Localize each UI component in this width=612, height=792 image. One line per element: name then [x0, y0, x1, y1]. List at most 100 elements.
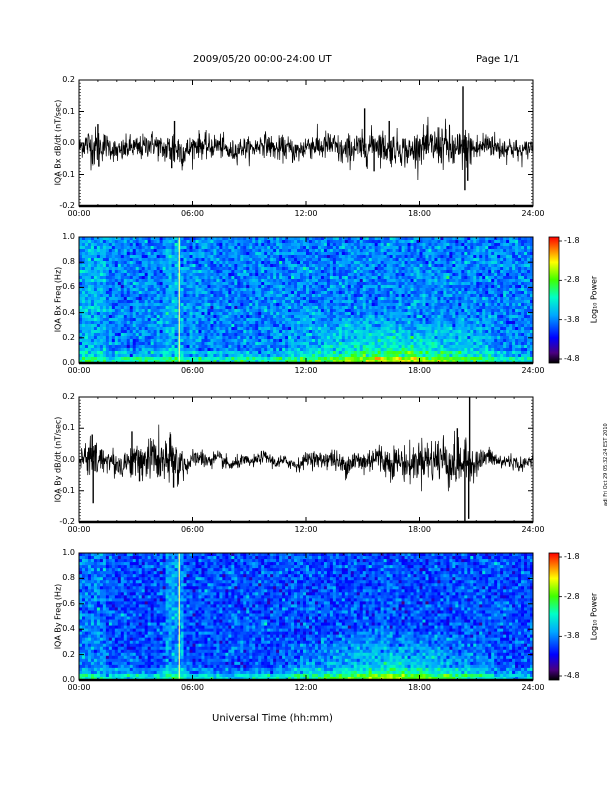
spectrogram-cell	[168, 285, 172, 289]
spectrogram-cell	[210, 342, 214, 346]
spectrogram-cell	[79, 288, 83, 292]
spectrogram-cell	[231, 309, 235, 313]
spectrogram-cell	[132, 342, 137, 346]
spectrogram-cell	[377, 273, 382, 277]
spectrogram-cell	[108, 258, 113, 262]
spectrogram-cell	[291, 321, 295, 325]
spectrogram-cell	[359, 240, 364, 244]
spectrogram-cell	[404, 309, 408, 313]
spectrogram-cell	[258, 342, 262, 346]
spectrogram-cell	[258, 246, 262, 250]
spectrogram-cell	[371, 303, 376, 307]
spectrogram-cell	[323, 270, 328, 274]
spectrogram-cell	[141, 339, 146, 343]
spectrogram-cell	[264, 294, 268, 298]
spectrogram-cell	[308, 249, 313, 253]
spectrogram-cell	[270, 312, 274, 316]
spectrogram-cell	[308, 309, 313, 313]
spectrogram-cell	[228, 294, 232, 298]
spectrogram-cell	[335, 339, 340, 343]
spectrogram-cell	[114, 321, 119, 325]
spectrogram-cell	[347, 300, 352, 304]
spectrogram-cell	[117, 276, 122, 280]
spectrogram-cell	[111, 297, 116, 301]
spectrogram-cell	[356, 243, 361, 247]
spectrogram-cell	[147, 249, 152, 253]
spectrogram-cell	[419, 261, 423, 265]
spectrogram-cell	[79, 330, 83, 334]
spectrogram-cell	[297, 258, 301, 262]
spectrogram-cell	[300, 279, 304, 283]
spectrogram-cell	[398, 243, 402, 247]
spectrogram-cell	[285, 285, 289, 289]
spectrogram-cell	[323, 264, 328, 268]
spectrogram-cell	[294, 354, 298, 358]
spectrogram-cell	[120, 267, 125, 271]
spectrogram-cell	[207, 264, 211, 268]
spectrogram-cell	[303, 282, 307, 286]
spectrogram-cell	[246, 321, 250, 325]
spectrogram-cell	[159, 312, 164, 316]
spectrogram-cell	[79, 258, 83, 262]
spectrogram-cell	[362, 291, 367, 295]
spectrogram-cell	[332, 240, 337, 244]
spectrogram-cell	[108, 357, 113, 361]
spectrogram-cell	[237, 252, 241, 256]
spectrogram-cell	[153, 291, 158, 295]
spectrogram-cell	[279, 276, 283, 280]
spectrogram-cell	[329, 318, 334, 322]
spectrogram-cell	[395, 258, 399, 262]
spectrogram-cell	[129, 264, 134, 268]
spectrogram-cell	[192, 306, 196, 310]
spectrogram-cell	[93, 303, 98, 307]
spectrogram-cell	[87, 339, 92, 343]
spectrogram-cell	[198, 351, 202, 355]
spectrogram-cell	[228, 339, 232, 343]
spectrogram-cell	[326, 255, 331, 259]
spectrogram-cell	[365, 276, 370, 280]
spectrogram-cell	[300, 258, 304, 262]
spectrogram-cell	[258, 243, 262, 247]
spectrogram-cell	[153, 360, 158, 364]
spectrogram-cell	[297, 339, 301, 343]
spectrogram-cell	[404, 354, 408, 358]
spectrogram-cell	[126, 327, 131, 331]
spectrogram-cell	[413, 276, 417, 280]
spectrogram-cell	[356, 270, 361, 274]
spectrogram-cell	[317, 342, 322, 346]
spectrogram-cell	[246, 252, 250, 256]
spectrogram-cell	[123, 354, 128, 358]
spectrogram-cell	[231, 327, 235, 331]
spectrogram-cell	[105, 318, 110, 322]
spectrogram-cell	[276, 309, 280, 313]
spectrogram-cell	[111, 249, 116, 253]
spectrogram-cell	[249, 318, 253, 322]
spectrogram-cell	[401, 336, 405, 340]
spectrogram-cell	[213, 357, 217, 361]
spectrogram-cell	[273, 315, 277, 319]
spectrogram-cell	[353, 306, 358, 310]
spectrogram-cell	[314, 249, 319, 253]
spectrogram-cell	[135, 258, 140, 262]
spectrogram-cell	[297, 252, 301, 256]
spectrogram-cell	[90, 348, 95, 352]
spectrogram-cell	[279, 357, 283, 361]
spectrogram-cell	[189, 240, 193, 244]
spectrogram-cell	[300, 252, 304, 256]
spectrogram-cell	[288, 330, 292, 334]
spectrogram-cell	[96, 276, 101, 280]
spectrogram-cell	[264, 342, 268, 346]
spectrogram-cell	[416, 267, 420, 271]
spectrogram-cell	[338, 249, 343, 253]
spectrogram-cell	[282, 285, 286, 289]
spectrogram-cell	[234, 270, 238, 274]
spectrogram-cell	[353, 267, 358, 271]
spectrogram-cell	[386, 285, 391, 289]
spectrogram-cell	[279, 261, 283, 265]
spectrogram-cell	[258, 318, 262, 322]
spectrogram-cell	[183, 336, 187, 340]
spectrogram-cell	[120, 258, 125, 262]
spectrogram-cell	[320, 336, 325, 340]
spectrogram-cell	[347, 261, 352, 265]
spectrogram-cell	[252, 351, 256, 355]
